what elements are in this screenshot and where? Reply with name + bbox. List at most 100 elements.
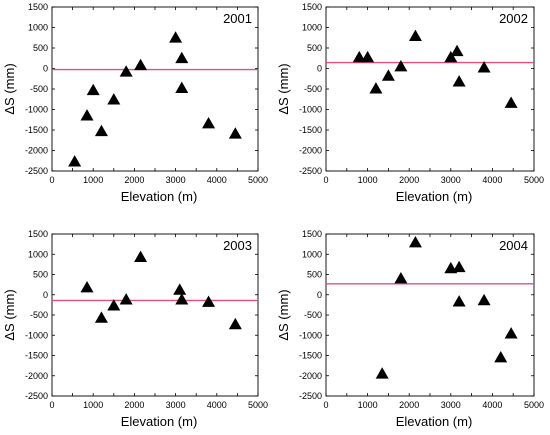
plot-frame bbox=[51, 233, 259, 397]
chart-panel-2003: 0 1000 2000 3000 4000 5000150010005000-500-10… bbox=[2, 229, 268, 429]
x-tick-label: 0 bbox=[323, 400, 328, 410]
panel-year-label: 2004 bbox=[499, 238, 528, 253]
data-point bbox=[119, 65, 133, 77]
x-tick-label: 4000 bbox=[482, 400, 502, 410]
chart-panel-2001: 0 1000 2000 3000 4000 5000150010005000-500-10… bbox=[2, 2, 268, 204]
y-tick-label: -2500 bbox=[299, 391, 322, 401]
plot-frame bbox=[325, 233, 535, 397]
data-point bbox=[452, 295, 466, 307]
y-tick-label: 1500 bbox=[28, 229, 48, 239]
data-point bbox=[202, 295, 216, 307]
y-tick-label: -1000 bbox=[25, 330, 48, 340]
x-tick-label: 3000 bbox=[441, 400, 461, 410]
data-point bbox=[80, 280, 94, 293]
y-tick-label: 0 bbox=[317, 290, 322, 300]
y-tick-label: 1000 bbox=[302, 23, 322, 33]
chart-panel-2004: 0 1000 2000 3000 4000 5000150010005000-500-10… bbox=[276, 229, 544, 429]
y-axis-label: ΔS (mm) bbox=[2, 289, 17, 340]
x-tick-label: 1000 bbox=[358, 400, 378, 410]
y-tick-label: -500 bbox=[304, 84, 322, 94]
y-tick-label: -2000 bbox=[25, 146, 48, 156]
data-point bbox=[228, 127, 242, 139]
x-tick-label: 5000 bbox=[524, 175, 544, 185]
data-point bbox=[504, 96, 518, 108]
data-point bbox=[477, 293, 491, 306]
data-point bbox=[452, 75, 466, 87]
x-tick-label: 1000 bbox=[83, 175, 103, 185]
data-point bbox=[394, 272, 408, 284]
y-tick-label: 500 bbox=[33, 270, 48, 280]
data-point bbox=[494, 351, 508, 363]
y-axis-label: ΔS (mm) bbox=[2, 63, 17, 114]
x-tick-label: 0 bbox=[49, 400, 54, 410]
x-axis-label: Elevation (m) bbox=[396, 414, 473, 429]
y-axis-label: ΔS (mm) bbox=[276, 289, 291, 340]
x-axis-label: Elevation (m) bbox=[121, 189, 198, 204]
y-tick-label: -500 bbox=[30, 84, 48, 94]
y-tick-label: 500 bbox=[307, 43, 322, 53]
data-point bbox=[134, 250, 148, 262]
data-point bbox=[202, 116, 216, 129]
x-axis-label: Elevation (m) bbox=[396, 189, 473, 204]
x-tick-label: 5000 bbox=[248, 175, 268, 185]
y-tick-label: 0 bbox=[317, 64, 322, 74]
panel-year-label: 2002 bbox=[499, 11, 528, 26]
x-tick-label: 2000 bbox=[399, 400, 419, 410]
data-point bbox=[175, 81, 189, 94]
y-tick-label: 1000 bbox=[28, 23, 48, 33]
data-point bbox=[94, 311, 108, 323]
data-point bbox=[134, 58, 148, 71]
data-point bbox=[369, 82, 383, 94]
panel-year-label: 2001 bbox=[223, 11, 252, 26]
data-point bbox=[94, 124, 108, 137]
data-point bbox=[450, 44, 464, 57]
y-tick-label: -2500 bbox=[299, 166, 322, 176]
data-point bbox=[408, 29, 422, 41]
y-tick-label: 0 bbox=[43, 290, 48, 300]
x-axis-label: Elevation (m) bbox=[121, 414, 198, 429]
data-point bbox=[381, 69, 395, 81]
data-point bbox=[119, 293, 133, 305]
data-point bbox=[169, 31, 183, 43]
chart-panel-2002: 0 1000 2000 3000 4000 5000150010005000-500-10… bbox=[276, 2, 544, 204]
data-point bbox=[375, 367, 389, 379]
y-tick-label: -1000 bbox=[299, 105, 322, 115]
x-tick-label: 1000 bbox=[358, 175, 378, 185]
plot-frame bbox=[325, 6, 535, 172]
y-tick-label: -2500 bbox=[25, 391, 48, 401]
x-tick-label: 3000 bbox=[441, 175, 461, 185]
y-tick-label: -2000 bbox=[299, 371, 322, 381]
x-tick-label: 4000 bbox=[207, 400, 227, 410]
data-point bbox=[477, 61, 491, 73]
x-tick-label: 4000 bbox=[482, 175, 502, 185]
y-tick-label: 1500 bbox=[302, 2, 322, 12]
y-axis-label: ΔS (mm) bbox=[276, 63, 291, 114]
x-tick-label: 5000 bbox=[524, 400, 544, 410]
data-point bbox=[80, 109, 94, 121]
data-point bbox=[352, 50, 366, 63]
y-tick-label: -2500 bbox=[25, 166, 48, 176]
data-point bbox=[228, 317, 242, 330]
x-tick-label: 2000 bbox=[399, 175, 419, 185]
y-tick-label: 0 bbox=[43, 64, 48, 74]
x-tick-label: 4000 bbox=[207, 175, 227, 185]
data-point bbox=[107, 93, 121, 105]
data-point bbox=[504, 327, 518, 339]
data-point bbox=[452, 260, 466, 273]
y-tick-label: -2000 bbox=[299, 146, 322, 156]
y-tick-label: -500 bbox=[304, 310, 322, 320]
y-tick-label: -2000 bbox=[25, 371, 48, 381]
data-point bbox=[107, 299, 121, 311]
y-tick-label: 1500 bbox=[28, 2, 48, 12]
data-point bbox=[175, 51, 189, 64]
data-point bbox=[408, 236, 422, 248]
y-tick-label: -1500 bbox=[25, 125, 48, 135]
data-point bbox=[361, 50, 375, 63]
x-tick-label: 3000 bbox=[166, 175, 186, 185]
y-tick-label: 500 bbox=[307, 270, 322, 280]
data-point bbox=[394, 59, 408, 72]
y-tick-label: -1500 bbox=[25, 351, 48, 361]
data-point bbox=[444, 50, 458, 63]
y-tick-label: 1500 bbox=[302, 229, 322, 239]
